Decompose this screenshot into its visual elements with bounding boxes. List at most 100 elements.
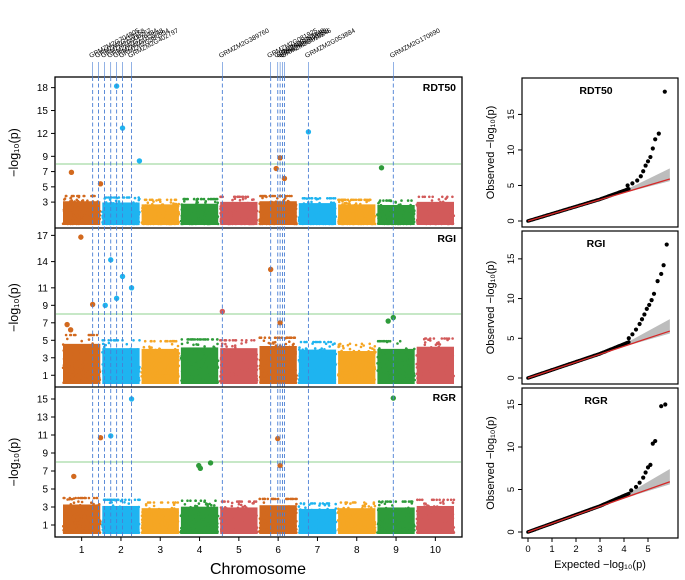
qq-tail-point [661, 263, 666, 268]
qq-frame [521, 230, 679, 385]
qq-tail-point [637, 321, 642, 327]
peak-point [97, 435, 104, 441]
qq-tail-point [659, 271, 664, 277]
y-tick-label: 17 [37, 231, 49, 242]
qq-panel-rgi: 0 5 10 15 Observed −log₁₀(p) RGI [485, 230, 679, 385]
qq-tail-point [664, 242, 669, 247]
peak-point [207, 460, 214, 466]
qq-panel-rgr: 0 5 10 15 Observed −log₁₀(p) RGR 0 1 2 3 4 5 Expecte… [485, 387, 679, 571]
chromosome-label-4: 4 [197, 545, 203, 556]
qq-tail-point [650, 146, 655, 151]
peak-point [136, 158, 143, 164]
qq-y-tick-label: 0 [506, 529, 517, 534]
peak-point [119, 273, 126, 280]
chromosome-2-points [101, 196, 141, 226]
x-axis-title: Chromosome [210, 561, 306, 578]
peak-point [378, 165, 385, 171]
chromosome-1-points [61, 333, 102, 384]
chromosome-10-points [415, 498, 456, 534]
qq-tail-point [625, 183, 630, 188]
qq-frame [521, 387, 679, 539]
chromosome-label-6: 6 [275, 545, 281, 556]
chromosome-4-points [179, 499, 220, 534]
qq-tail-point [641, 169, 646, 174]
y-tick-label: 7 [42, 318, 48, 329]
y-tick-label: 14 [37, 257, 49, 268]
qq-y-tick-label: 15 [506, 109, 517, 120]
peak-point [119, 125, 126, 131]
y-tick-label: 3 [42, 353, 48, 364]
chromosome-7-points [297, 197, 338, 226]
chromosome-8-points [337, 198, 377, 226]
peak-point [102, 302, 108, 309]
y-tick-label: 12 [37, 129, 49, 140]
qq-tail-point [659, 404, 664, 409]
qq-panel-rdt50: 0 5 10 15 Observed −log₁₀(p) RDT50 [485, 77, 679, 228]
qq-y-tick-label: 15 [506, 399, 517, 410]
y-axis-title: −log₁₀(p) [7, 438, 21, 487]
qq-tail-point [648, 462, 653, 467]
qq-confidence-band [614, 469, 670, 502]
y-tick-label: 11 [38, 283, 49, 294]
qq-x-tick-label: 0 [525, 544, 530, 555]
qq-expected-line [527, 178, 671, 222]
qq-y-tick-label: 0 [506, 375, 517, 380]
y-tick-label: 7 [42, 167, 48, 178]
qq-tail-point [639, 317, 645, 322]
y-tick-label: 3 [42, 503, 48, 514]
qq-tail-point [633, 484, 639, 490]
qq-tail-point [642, 312, 647, 317]
qq-panel-title: RGI [587, 238, 606, 250]
y-tick-label: 1 [42, 521, 48, 532]
chromosome-10-points [415, 195, 456, 226]
y-tick-label: 13 [37, 413, 49, 424]
chromosome-10-points [415, 337, 455, 384]
qq-expected-line [527, 481, 671, 533]
qq-expected-line [527, 330, 671, 379]
peak-point [197, 465, 204, 471]
panel-title: RGI [437, 233, 456, 245]
qq-tail-point [643, 163, 648, 168]
y-tick-label: 15 [37, 395, 49, 406]
y-tick-label: 15 [37, 106, 49, 117]
manhattan-frame [54, 76, 463, 538]
chromosome-label-7: 7 [315, 545, 321, 556]
qq-tail-point [630, 332, 635, 337]
peak-point [68, 169, 75, 176]
peak-point [277, 462, 283, 469]
qq-y-tick-label: 5 [506, 487, 517, 492]
qq-x-tick-label: 5 [645, 544, 650, 555]
peak-point [78, 234, 84, 240]
chromosome-4-points [179, 338, 220, 384]
y-tick-label: 7 [42, 467, 48, 478]
chromosome-9-points [376, 500, 416, 534]
y-tick-label: 1 [42, 371, 48, 382]
manhattan-panel-rgi: 1 3 5 7 9 11 14 17 −log₁₀(p) RGI [7, 227, 462, 384]
qq-x-tick-label: 1 [549, 544, 554, 555]
qq-y-tick-label: 15 [506, 254, 517, 265]
chromosome-3-points [140, 198, 181, 226]
qq-y-tick-label: 5 [506, 183, 517, 188]
qq-frame [521, 77, 679, 228]
qq-y-tick-label: 5 [506, 336, 517, 341]
peak-point [385, 318, 391, 324]
chromosome-3-points [140, 501, 180, 534]
y-tick-label: 11 [38, 431, 49, 442]
chromosome-8-points [337, 342, 377, 384]
qq-tail-point [626, 336, 631, 341]
chromosome-label-1: 1 [79, 545, 85, 556]
qq-y-axis-title: Observed −log₁₀(p) [485, 106, 497, 200]
qq-x-tick-label: 2 [573, 544, 578, 555]
y-axis-title: −log₁₀(p) [7, 283, 21, 332]
qq-tail-point [647, 302, 652, 308]
qq-tail-point [645, 159, 651, 164]
qq-tail-point [653, 137, 658, 142]
chromosome-9-points [376, 339, 416, 384]
qq-x-tick-label: 4 [621, 544, 626, 555]
chromosome-label-5: 5 [236, 545, 242, 556]
chromosome-3-points [140, 339, 181, 384]
qq-x-axis-title: Expected −log₁₀(p) [554, 559, 646, 571]
gene-label: GRMZM2G170690 [389, 27, 442, 59]
manhattan-panel-rdt50: 3 5 7 9 12 15 18 −log₁₀(p) RDT50 [7, 82, 461, 226]
